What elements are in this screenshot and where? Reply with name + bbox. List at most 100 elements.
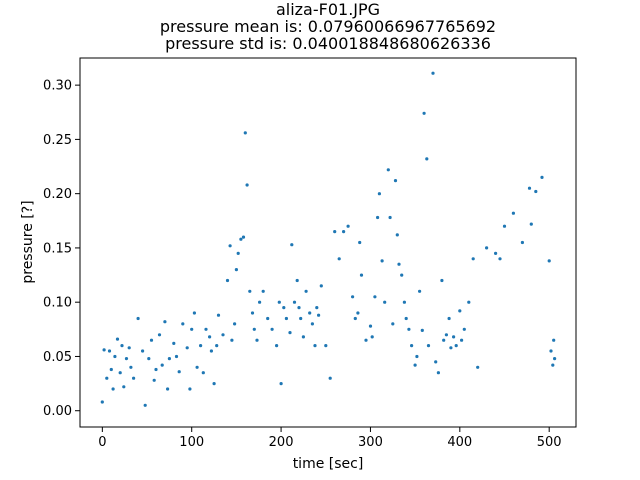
chart-subtitle-std: pressure std is: 0.040018848680626336 bbox=[165, 34, 491, 53]
data-point bbox=[422, 111, 426, 115]
data-point bbox=[185, 346, 189, 350]
data-point bbox=[190, 327, 194, 331]
data-point bbox=[270, 327, 274, 331]
data-point bbox=[425, 157, 429, 161]
data-point bbox=[436, 371, 440, 375]
data-point bbox=[136, 316, 140, 321]
chart-subtitle-mean: pressure mean is: 0.07960066967765692 bbox=[160, 17, 496, 36]
data-point bbox=[476, 365, 480, 369]
data-point bbox=[377, 192, 381, 196]
data-point bbox=[351, 295, 355, 299]
data-point bbox=[199, 344, 203, 348]
data-point bbox=[109, 367, 113, 372]
data-point bbox=[511, 211, 515, 215]
y-tick-label: 0.20 bbox=[43, 187, 72, 202]
data-point bbox=[540, 175, 544, 179]
data-point bbox=[485, 246, 489, 250]
y-tick-label: 0.25 bbox=[43, 133, 72, 148]
chart-title: aliza-F01.JPG bbox=[276, 0, 380, 19]
data-point bbox=[402, 300, 406, 304]
data-point bbox=[397, 262, 401, 266]
x-axis-label: time [sec] bbox=[293, 456, 364, 472]
data-point bbox=[216, 313, 221, 317]
data-point bbox=[111, 387, 115, 391]
data-point bbox=[181, 322, 185, 326]
data-point bbox=[113, 354, 117, 359]
data-point bbox=[534, 189, 538, 194]
data-point bbox=[225, 278, 230, 283]
data-point bbox=[502, 224, 507, 228]
data-point bbox=[102, 348, 106, 352]
data-point bbox=[243, 131, 247, 135]
data-point bbox=[212, 382, 216, 386]
x-tick-label: 400 bbox=[447, 435, 472, 450]
data-point bbox=[304, 289, 308, 293]
data-point bbox=[258, 300, 262, 304]
data-point bbox=[520, 240, 525, 245]
data-point bbox=[157, 333, 162, 337]
data-point bbox=[415, 354, 419, 359]
data-point bbox=[388, 215, 392, 220]
data-point bbox=[147, 357, 151, 361]
data-point bbox=[167, 357, 171, 361]
data-point bbox=[400, 273, 404, 277]
data-point bbox=[376, 215, 380, 220]
data-point bbox=[458, 309, 462, 313]
data-point bbox=[324, 344, 328, 348]
data-point bbox=[447, 316, 451, 321]
data-point bbox=[431, 71, 435, 75]
data-point bbox=[149, 338, 154, 342]
data-point bbox=[471, 257, 475, 261]
data-point bbox=[395, 233, 399, 237]
data-point bbox=[498, 257, 502, 261]
data-point bbox=[552, 338, 556, 342]
data-point bbox=[201, 371, 205, 375]
data-point bbox=[177, 370, 181, 374]
data-point bbox=[373, 295, 377, 299]
data-point bbox=[547, 259, 551, 263]
data-point bbox=[228, 244, 232, 248]
data-point bbox=[452, 335, 456, 339]
data-point bbox=[250, 311, 255, 315]
axes: 0 100 200 300 400 500 0.00 0.05 0.10 0.15 0.20 0.25… bbox=[43, 79, 562, 450]
data-point bbox=[118, 371, 122, 375]
x-tick-label: 500 bbox=[537, 435, 562, 450]
data-point bbox=[275, 344, 279, 348]
data-point bbox=[527, 186, 532, 190]
data-point bbox=[413, 363, 417, 367]
data-point bbox=[358, 240, 362, 245]
data-point bbox=[319, 284, 323, 288]
y-tick-label: 0.05 bbox=[43, 350, 72, 365]
data-point bbox=[364, 338, 368, 342]
data-point bbox=[391, 322, 395, 326]
data-point bbox=[221, 333, 225, 337]
data-point bbox=[407, 327, 411, 331]
data-point bbox=[266, 316, 270, 321]
data-point bbox=[380, 259, 384, 263]
data-point bbox=[440, 278, 444, 283]
data-point bbox=[209, 349, 213, 353]
data-point bbox=[277, 300, 281, 304]
data-point bbox=[308, 311, 312, 315]
data-point bbox=[529, 222, 533, 226]
x-tick-label: 300 bbox=[358, 435, 383, 450]
data-point bbox=[160, 363, 164, 367]
x-tick-label: 200 bbox=[269, 435, 294, 450]
x-tick-label: 100 bbox=[179, 435, 204, 450]
data-point bbox=[236, 251, 240, 255]
data-point bbox=[208, 335, 212, 339]
y-tick-label: 0.10 bbox=[43, 296, 72, 311]
data-point bbox=[393, 179, 398, 183]
data-point bbox=[290, 243, 294, 247]
data-point bbox=[462, 327, 466, 331]
data-point bbox=[141, 349, 145, 353]
data-point bbox=[353, 316, 357, 321]
data-point bbox=[292, 300, 297, 304]
y-tick-label: 0.00 bbox=[43, 404, 72, 419]
data-point bbox=[386, 168, 390, 172]
data-point bbox=[494, 251, 498, 255]
data-point bbox=[245, 183, 249, 187]
data-point bbox=[356, 311, 360, 315]
data-point bbox=[315, 306, 319, 310]
